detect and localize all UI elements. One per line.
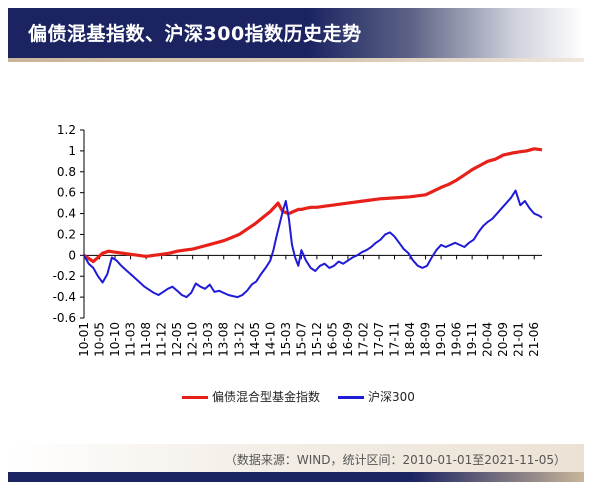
x-tick-label: 14-05: [248, 322, 262, 357]
title-bar: 偏债混基指数、沪深300指数历史走势: [8, 8, 584, 58]
x-tick-label: 15-03: [279, 322, 293, 357]
x-tick-label: 13-08: [217, 322, 231, 357]
x-tick-label: 18-04: [403, 322, 417, 357]
y-tick-label: -0.6: [53, 311, 76, 325]
legend-swatch-blue: [338, 396, 364, 399]
x-tick-label: 14-10: [263, 322, 277, 357]
legend-swatch-red: [182, 396, 208, 399]
x-tick-label: 10-01: [77, 322, 91, 357]
x-tick-label: 11-08: [139, 322, 153, 357]
x-tick-label: 20-04: [481, 322, 495, 357]
x-tick-label: 15-07: [294, 322, 308, 357]
x-tick-label: 19-01: [434, 322, 448, 357]
x-tick-label: 17-02: [356, 322, 370, 357]
y-tick-label: -0.2: [53, 269, 76, 283]
x-tick-label: 18-09: [419, 322, 433, 357]
series-line-bond-fund: [83, 147, 543, 264]
x-tick-label: 19-06: [450, 322, 464, 357]
footer-band: （数据来源：WIND，统计区间：2010-01-01至2021-11-05）: [8, 444, 584, 472]
x-tick-label: 12-10: [186, 322, 200, 357]
y-tick-label: 0.2: [57, 227, 76, 241]
x-tick-label: 10-05: [93, 322, 107, 357]
page-title: 偏债混基指数、沪深300指数历史走势: [28, 23, 362, 45]
x-tick-label: 12-05: [170, 322, 184, 357]
y-tick-label: 0.6: [57, 186, 76, 200]
y-tick-label: 0.4: [57, 207, 76, 221]
x-tick-label: 16-09: [341, 322, 355, 357]
x-tick-label: 13-03: [201, 322, 215, 357]
footer-bar: [8, 472, 584, 482]
legend-label-bond-fund: 偏债混合型基金指数: [212, 390, 321, 404]
x-tick-label: 11-12: [155, 322, 169, 357]
x-tick-label: 16-05: [325, 322, 339, 357]
title-divider: [8, 58, 584, 62]
series-line-csi300: [83, 189, 543, 299]
y-tick-label: 1.2: [57, 123, 76, 137]
y-tick-label: 1: [68, 144, 76, 158]
x-tick-label: 13-12: [232, 322, 246, 357]
x-tick-label: 19-11: [465, 322, 479, 357]
y-tick-label: 0: [68, 248, 76, 262]
x-tick-label: 21-01: [512, 322, 526, 357]
y-tick-label: -0.4: [53, 290, 76, 304]
data-source-note: （数据来源：WIND，统计区间：2010-01-01至2021-11-05）: [224, 453, 566, 467]
legend-label-csi300: 沪深300: [368, 390, 415, 404]
x-tick-label: 11-03: [124, 322, 138, 357]
y-tick-label: 0.8: [57, 165, 76, 179]
x-tick-label: 20-09: [496, 322, 510, 357]
x-tick-label: 17-11: [388, 322, 402, 357]
chart-legend: 偏债混合型基金指数 沪深300: [0, 388, 592, 408]
x-tick-label: 15-12: [310, 322, 324, 357]
x-tick-label: 17-07: [372, 322, 386, 357]
x-tick-label: 21-06: [527, 322, 541, 357]
x-tick-label: 10-10: [108, 322, 122, 357]
